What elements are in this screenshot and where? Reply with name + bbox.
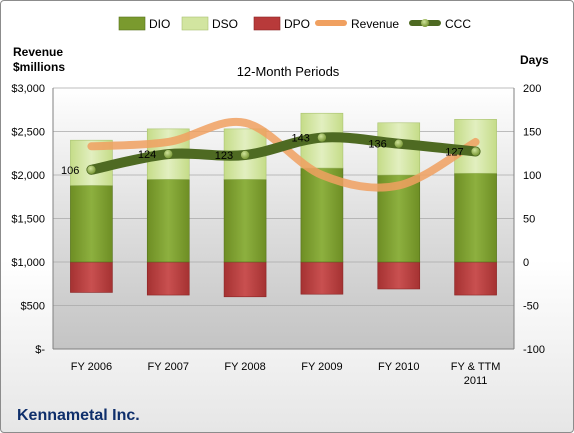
bar-dio: [146, 179, 190, 263]
legend-label-dpo: DPO: [284, 17, 310, 31]
x-tick-label: FY 2006: [71, 361, 112, 373]
bar-dio: [223, 179, 267, 263]
right-tick-label: 200: [523, 83, 541, 95]
ccc-line: [86, 132, 481, 175]
right-tick-label: 100: [523, 170, 541, 182]
x-tick-label: FY 2010: [378, 361, 419, 373]
series-lines: [86, 117, 481, 192]
left-tick-label: $1,500: [11, 214, 45, 226]
right-tick-label: -100: [523, 344, 545, 356]
left-tick-label: $2,500: [11, 127, 45, 139]
ccc-point: [163, 149, 174, 159]
left-axis-title-line1: Revenue: [13, 45, 63, 59]
x-tick-label: FY 2009: [301, 361, 342, 373]
left-tick-label: $2,000: [11, 170, 45, 182]
ccc-data-label: 106: [61, 165, 79, 177]
x-tick-label: FY 2008: [224, 361, 265, 373]
left-axis-title-line2: $millions: [13, 60, 65, 74]
ccc-data-label: 124: [138, 149, 156, 161]
bar-dpo: [146, 261, 190, 296]
left-axis: $- $500 $1,000 $1,500 $2,000 $2,500 $3,000: [11, 83, 54, 356]
chart-title: 12-Month Periods: [237, 64, 340, 79]
ccc-point: [317, 132, 327, 143]
gridlines: [53, 87, 514, 350]
left-tick-label: $1,000: [11, 257, 45, 269]
legend-swatch-dpo: [253, 16, 281, 31]
bar-dpo: [300, 261, 344, 295]
right-axis-title: Days: [520, 53, 549, 67]
x-tick-label: 2011: [464, 375, 488, 387]
legend-label-ccc: CCC: [445, 17, 471, 31]
x-tick-label: FY 2007: [148, 361, 189, 373]
right-tick-label: 0: [523, 257, 529, 269]
x-axis: FY 2006 FY 2007 FY 2008 FY 2009 FY 2010 FY & …: [71, 361, 501, 387]
right-tick-label: 50: [523, 214, 535, 226]
legend-swatch-dso: [181, 16, 209, 31]
ccc-data-label: 143: [292, 133, 310, 145]
left-tick-label: $-: [35, 344, 45, 356]
bar-dio: [70, 185, 113, 263]
ccc-data-label: 136: [368, 139, 386, 151]
legend-marker-ccc: [421, 19, 429, 27]
right-tick-label: -50: [523, 301, 539, 313]
company-name: Kennametal Inc.: [17, 407, 140, 424]
bar-dpo: [70, 261, 113, 293]
left-tick-label: $3,000: [11, 83, 45, 95]
bar-dpo: [223, 261, 267, 298]
ccc-point: [393, 138, 404, 149]
ccc-point: [86, 164, 97, 175]
ccc-data-labels: 106 124 123 143 136 127: [61, 133, 464, 177]
bar-dpo: [377, 261, 421, 290]
bar-dio: [454, 172, 497, 263]
ccc-point: [240, 150, 250, 160]
legend-label-dso: DSO: [212, 17, 238, 31]
legend-swatch-dio: [118, 16, 146, 31]
right-axis: -100 -50 0 50 100 150 200: [513, 83, 545, 356]
ccc-data-label: 127: [445, 147, 463, 159]
ccc-point: [470, 146, 481, 157]
x-tick-label: FY & TTM: [451, 361, 501, 373]
left-tick-label: $500: [21, 301, 45, 313]
bar-dpo: [454, 261, 497, 296]
legend-label-revenue: Revenue: [351, 17, 399, 31]
ccc-data-label: 123: [215, 150, 233, 162]
legend-label-dio: DIO: [149, 17, 170, 31]
right-tick-label: 150: [523, 127, 541, 139]
legend: DIO DSO DPO Revenue CCC: [118, 16, 471, 31]
